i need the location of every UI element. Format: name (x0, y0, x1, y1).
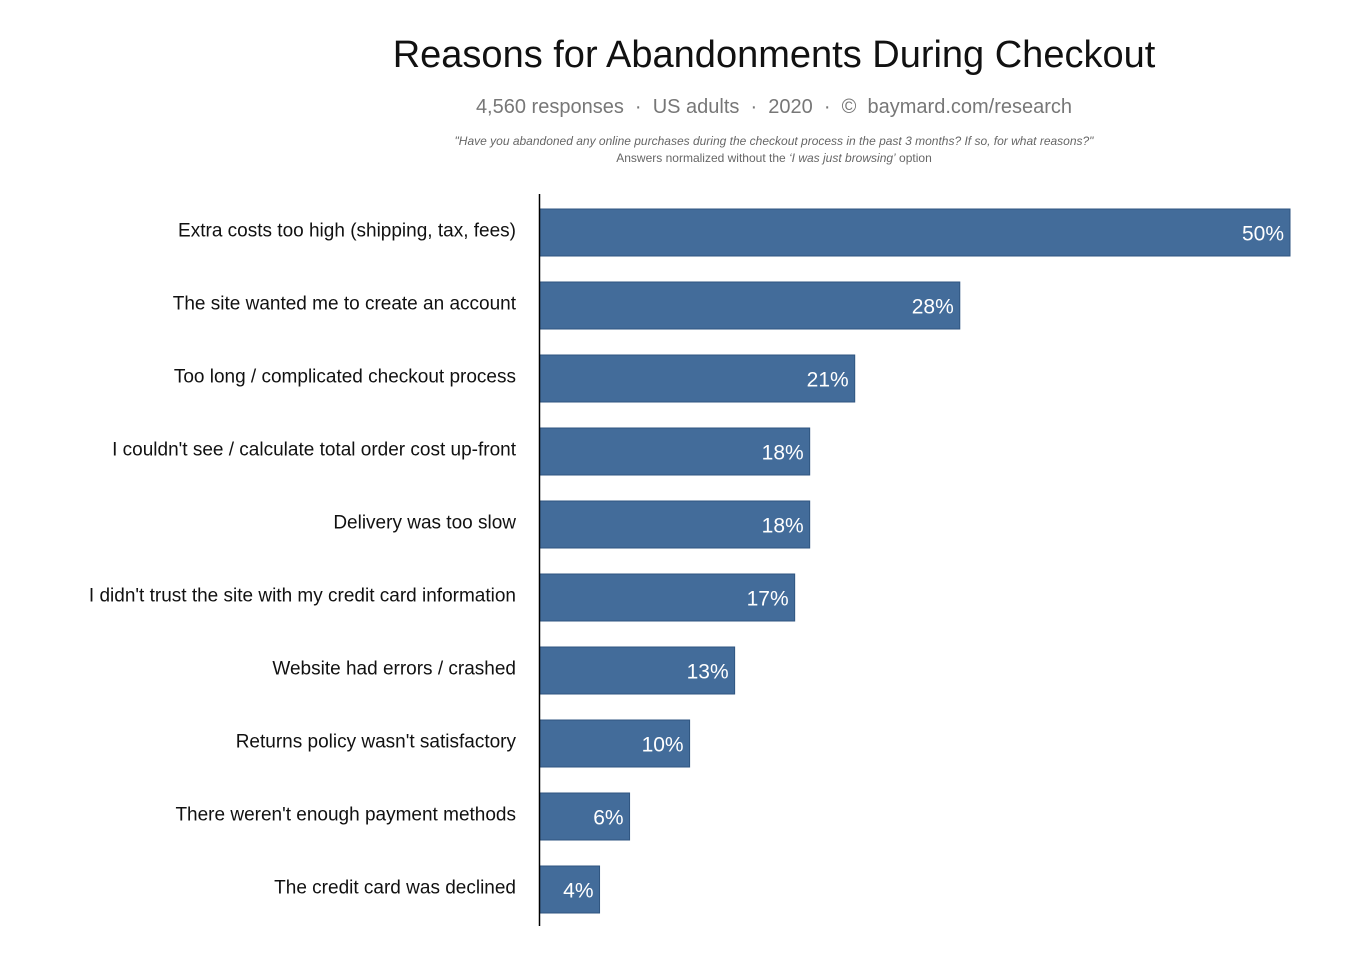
bar (539, 427, 811, 476)
bars-group: 50% 28% 21% 18% 18% 17% 13% 10% 6% 4% (539, 208, 1291, 914)
bar-value-label: 4% (563, 880, 593, 903)
bar (539, 646, 736, 695)
chart-subtitle: 4,560 responses · US adults · 2020 · © b… (476, 96, 1072, 118)
bar (539, 500, 811, 549)
normalization-note: Answers normalized without the ‘I was ju… (616, 151, 932, 165)
bar (539, 354, 856, 403)
category-labels-group: Extra costs too high (shipping, tax, fee… (89, 221, 517, 899)
bar-value-label: 18% (762, 515, 804, 538)
category-label: I didn't trust the site with my credit c… (89, 586, 516, 607)
bar-value-label: 18% (762, 442, 804, 465)
category-label: I couldn't see / calculate total order c… (112, 440, 517, 461)
bar-value-label: 17% (747, 588, 789, 611)
category-label: Too long / complicated checkout process (174, 367, 516, 388)
category-label: The site wanted me to create an account (173, 294, 517, 315)
bar-value-label: 13% (687, 661, 729, 684)
note-part-after: option (896, 151, 932, 165)
bar (539, 281, 961, 330)
chart-title: Reasons for Abandonments During Checkout (393, 34, 1156, 76)
survey-question: "Have you abandoned any online purchases… (455, 134, 1095, 148)
bar-value-label: 6% (593, 807, 623, 830)
category-label: The credit card was declined (274, 878, 516, 899)
category-label: Delivery was too slow (333, 513, 516, 534)
bar (539, 208, 1291, 257)
bar-value-label: 21% (807, 369, 849, 392)
note-part-before: Answers normalized without the (616, 151, 789, 165)
category-label: Website had errors / crashed (272, 659, 516, 680)
category-label: Extra costs too high (shipping, tax, fee… (178, 221, 516, 242)
category-label: There weren't enough payment methods (175, 805, 516, 826)
bar (539, 719, 691, 768)
bar-value-label: 28% (912, 296, 954, 319)
bar (539, 792, 631, 841)
bar-value-label: 50% (1242, 223, 1284, 246)
bar (539, 573, 796, 622)
category-label: Returns policy wasn't satisfactory (236, 732, 517, 753)
note-part-italic: ‘I was just browsing’ (789, 151, 896, 165)
bar-value-label: 10% (642, 734, 684, 757)
